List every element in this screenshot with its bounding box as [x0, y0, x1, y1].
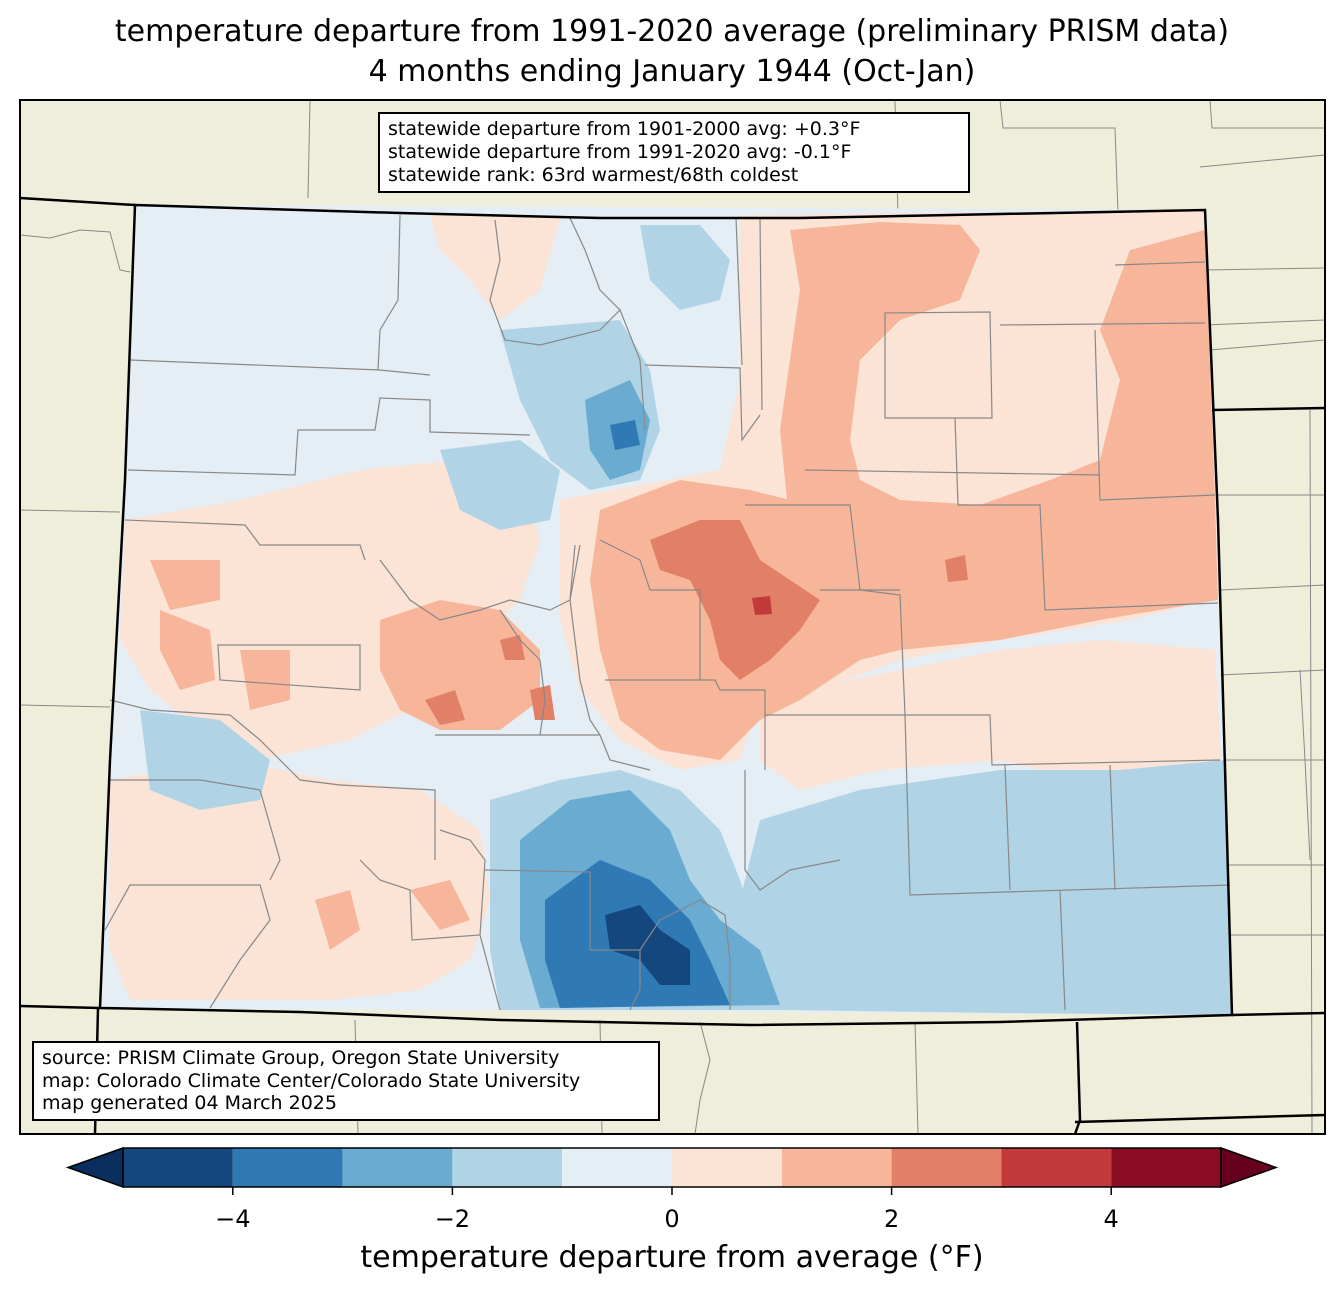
- colorbar-tick-label: 2: [883, 1205, 900, 1233]
- source-line-prism: source: PRISM Climate Group, Oregon Stat…: [42, 1047, 560, 1069]
- county-lines: [104, 214, 1231, 1011]
- colorbar-segment: [232, 1148, 343, 1187]
- colorado-border: [98, 203, 1234, 1027]
- wyoming-border: [19, 196, 136, 207]
- nebraska-border: [1211, 406, 1326, 412]
- colorbar-segment: [342, 1148, 453, 1187]
- anomaly-contours: [110, 210, 1232, 1015]
- coldest-core-south: [605, 905, 690, 985]
- warm-region-southwest: [110, 760, 490, 1000]
- colorbar-label: temperature departure from average (°F): [360, 1240, 984, 1275]
- warmer-region-west: [150, 560, 290, 710]
- warm-core-mountains: [425, 635, 555, 725]
- colorbar-under-arrow: [65, 1146, 124, 1189]
- warm-core-central: [650, 520, 820, 680]
- warm-core-east: [945, 555, 968, 582]
- colorbar-segment: [781, 1148, 892, 1187]
- colder-core-north: [610, 420, 640, 450]
- warmer-region-northeast: [780, 222, 1218, 660]
- cool-region-west: [140, 710, 270, 810]
- source-line-generated: map generated 04 March 2025: [42, 1092, 337, 1114]
- map-title-line2: 4 months ending January 1944 (Oct-Jan): [368, 54, 976, 89]
- neighbor-county-lines: [19, 99, 1326, 1135]
- statewide-stats-box: statewide departure from 1901-2000 avg: …: [378, 112, 970, 193]
- colorbar-segment: [452, 1148, 563, 1187]
- colorbar-tick-label: 0: [664, 1205, 680, 1233]
- hot-spot-central: [752, 596, 772, 615]
- source-line-map: map: Colorado Climate Center/Colorado St…: [42, 1069, 581, 1092]
- cool-region-north: [640, 225, 730, 310]
- warmer-region-mountains: [380, 600, 540, 730]
- colorbar-segment: [891, 1148, 1002, 1187]
- warm-region-east-south: [760, 640, 1222, 790]
- stat-line-1901-2000: statewide departure from 1901-2000 avg: …: [388, 118, 861, 140]
- colorbar-over-arrow: [1220, 1146, 1279, 1189]
- map-title-line1: temperature departure from 1991-2020 ave…: [114, 14, 1230, 49]
- colorbar-tick-label: −4: [215, 1205, 251, 1233]
- colorbar-segment: [672, 1148, 782, 1187]
- oklahoma-border: [1231, 1011, 1326, 1017]
- stat-line-1991-2020: statewide departure from 1991-2020 avg: …: [388, 141, 852, 163]
- colorbar-tick-label: 4: [1103, 1205, 1119, 1233]
- map-frame: [19, 99, 1326, 1135]
- stat-line-rank: statewide rank: 63rd warmest/68th coldes…: [388, 164, 799, 186]
- warmer-region-southwest: [315, 880, 470, 950]
- colorbar: [65, 1146, 1279, 1195]
- utah-south: [19, 1004, 101, 1010]
- colorbar-segment: [562, 1148, 672, 1187]
- cool-region-central-west: [440, 440, 560, 530]
- cool-region-southeast: [740, 760, 1232, 1015]
- colorbar-tick-label: −2: [434, 1205, 471, 1233]
- ok-tx-border: [1073, 1021, 1326, 1135]
- source-box: source: PRISM Climate Group, Oregon Stat…: [32, 1041, 660, 1121]
- colorbar-segment: [123, 1148, 233, 1187]
- state-borders: [19, 196, 1326, 1135]
- cool-region-northwest: [135, 215, 330, 340]
- colorbar-segment: [1001, 1148, 1112, 1187]
- colorbar-segment: [1111, 1148, 1221, 1187]
- warm-region-north-central: [430, 215, 560, 320]
